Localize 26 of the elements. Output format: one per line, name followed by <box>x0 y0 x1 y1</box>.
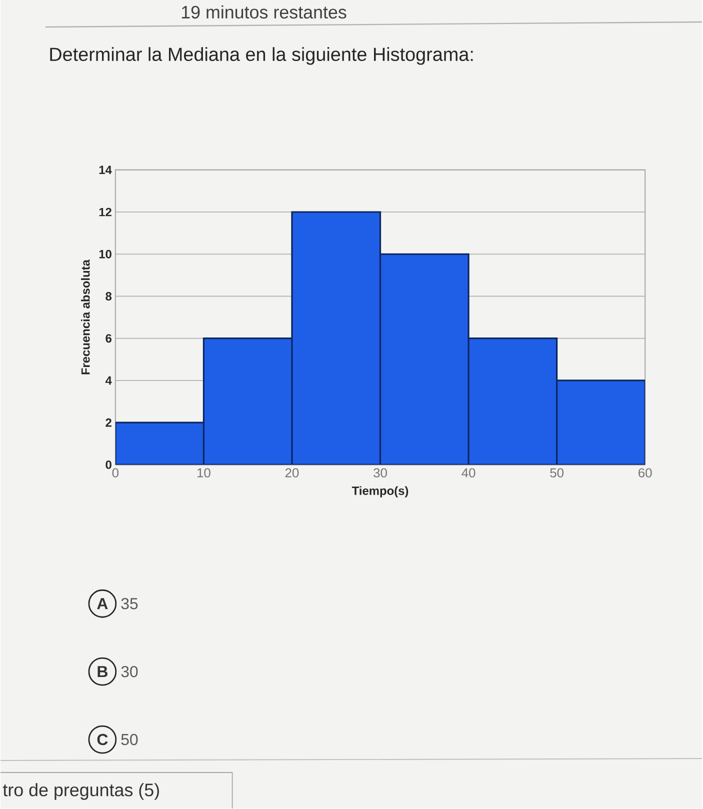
chart-title: Determinar la Mediana en la siguiente Histograma: <box>50 47 473 65</box>
text: 19 minutos restantes <box>182 5 346 19</box>
text: tro de preguntas (5) <box>3 783 160 800</box>
x-tick-label: 40 <box>462 468 476 478</box>
x-tick-label: 50 <box>550 468 564 478</box>
y-tick-label: 0 <box>106 460 112 469</box>
x-tick-label: 60 <box>638 468 652 478</box>
y-tick-label: 12 <box>100 208 112 216</box>
y-axis-title: Frecuencia absoluta <box>81 259 90 374</box>
text: 50 <box>121 734 138 746</box>
text: 35 <box>121 598 138 610</box>
y-tick-label: 4 <box>106 376 112 385</box>
text: A <box>97 598 108 610</box>
text: C <box>98 734 108 746</box>
y-tick-label: 10 <box>100 250 112 258</box>
x-axis-title: Tiempo(s) <box>352 486 408 498</box>
x-tick-label: 10 <box>198 468 211 478</box>
y-tick-label: 2 <box>106 418 112 427</box>
text: B <box>98 666 108 678</box>
y-tick-label: 6 <box>106 334 112 343</box>
y-tick-label: 8 <box>106 292 112 300</box>
y-tick-label: 14 <box>100 166 112 174</box>
text: 30 <box>121 666 138 678</box>
x-tick-label: 20 <box>286 468 299 478</box>
x-tick-label: 0 <box>112 468 119 478</box>
x-tick-label: 30 <box>374 468 388 478</box>
